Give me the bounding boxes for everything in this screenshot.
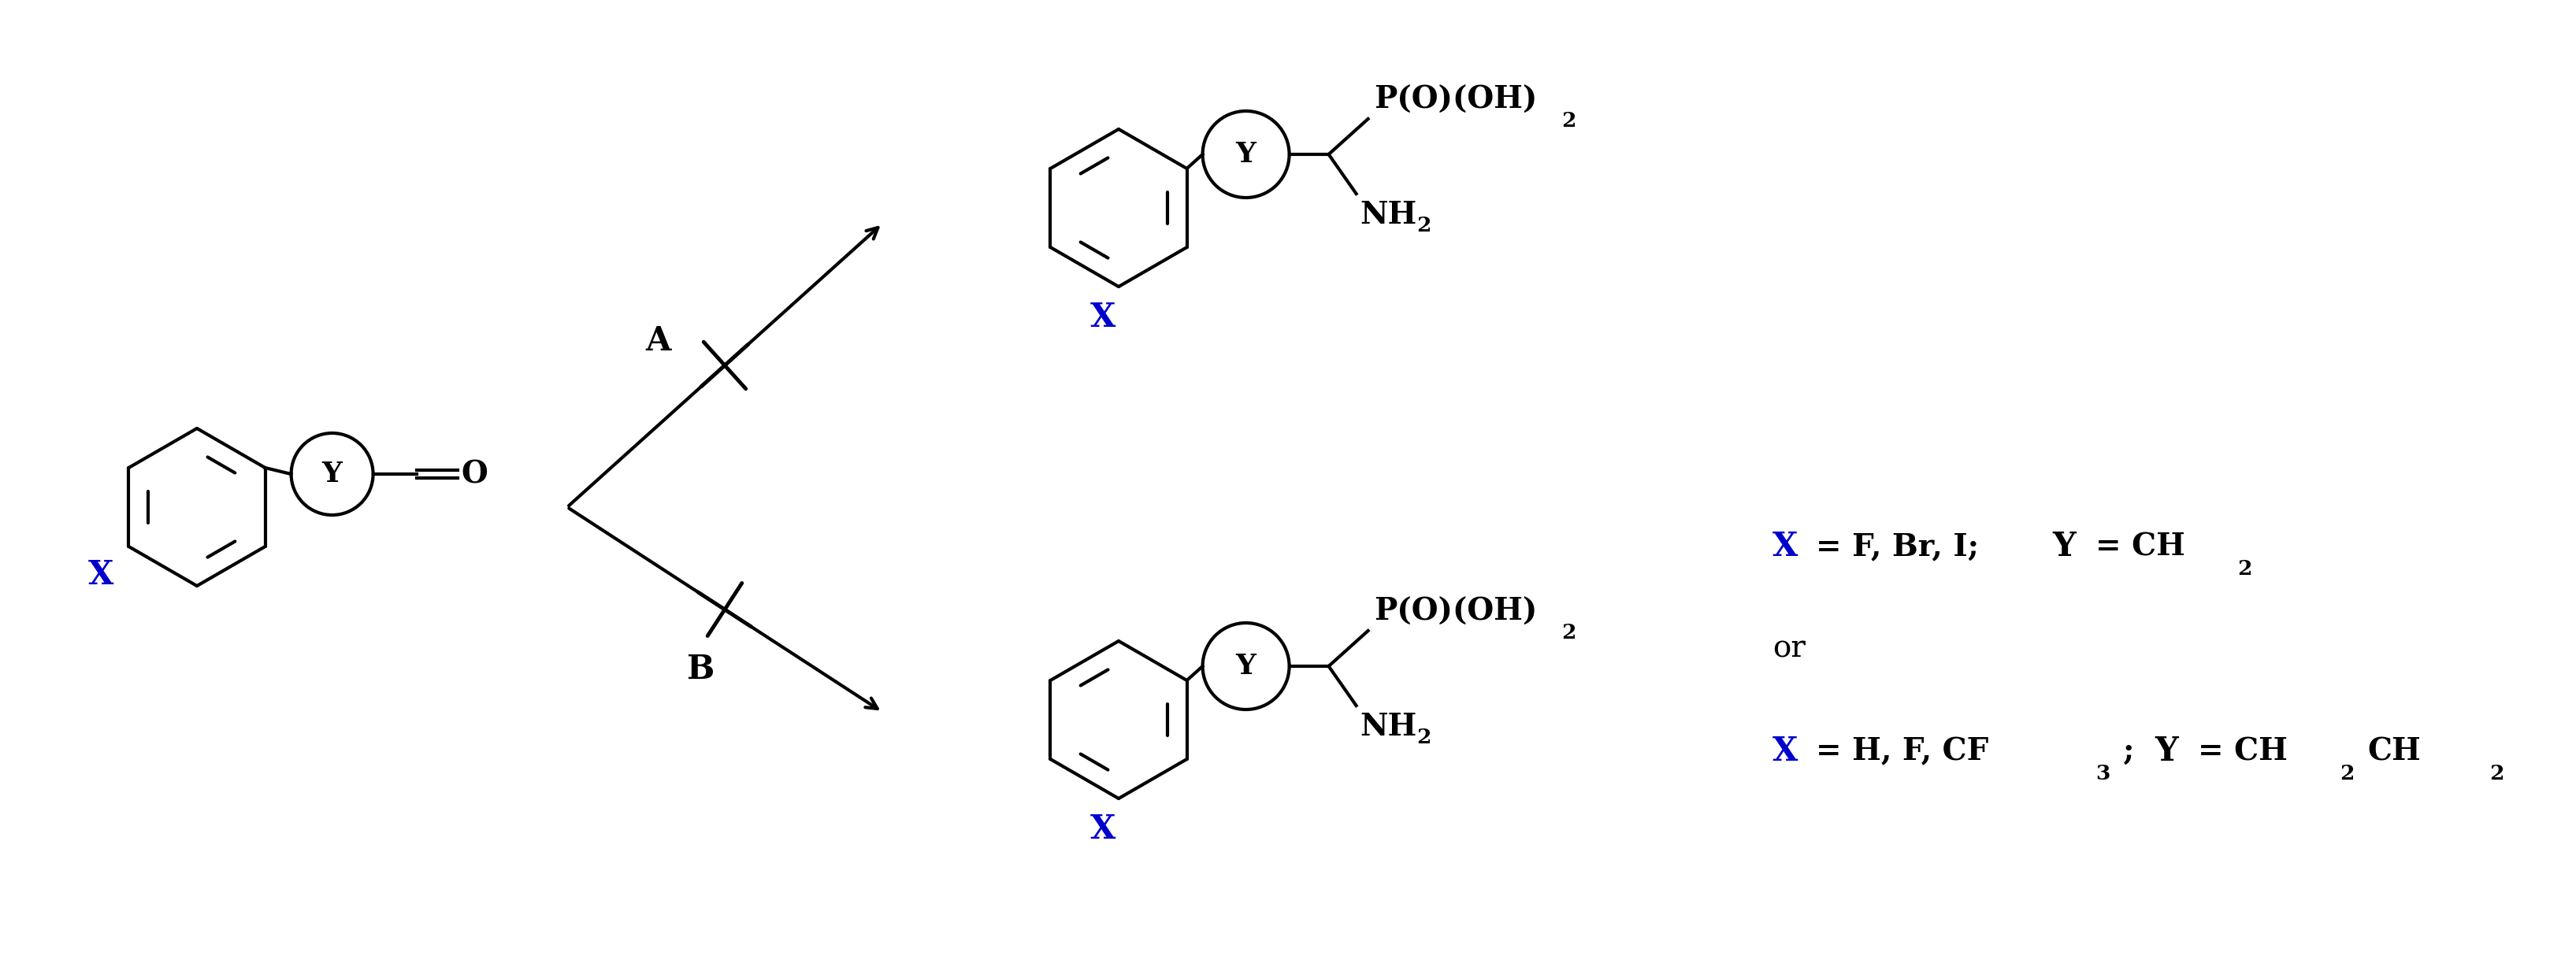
Text: X: X <box>1090 813 1115 846</box>
Text: B: B <box>688 653 716 685</box>
Text: X: X <box>88 558 113 592</box>
Text: = F, Br, I;: = F, Br, I; <box>1816 532 1989 561</box>
Text: NH: NH <box>1360 200 1417 230</box>
Text: = CH: = CH <box>2197 736 2287 766</box>
Text: 3: 3 <box>2094 764 2110 783</box>
Text: NH: NH <box>1360 712 1417 742</box>
Text: 2: 2 <box>1417 216 1432 235</box>
Text: 2: 2 <box>1561 623 1577 642</box>
Text: Y: Y <box>1236 141 1257 167</box>
Text: 2: 2 <box>1561 111 1577 131</box>
Text: = H, F, CF: = H, F, CF <box>1816 736 1989 766</box>
Text: P(O)(OH): P(O)(OH) <box>1376 597 1538 627</box>
Text: Y: Y <box>2154 735 2177 768</box>
Text: Y: Y <box>322 461 343 488</box>
Text: CH: CH <box>2367 736 2421 766</box>
Text: P(O)(OH): P(O)(OH) <box>1376 85 1538 115</box>
Text: 2: 2 <box>1417 728 1432 748</box>
Text: 2: 2 <box>2239 558 2251 578</box>
Text: A: A <box>644 324 670 358</box>
Text: 2: 2 <box>2488 764 2504 783</box>
Text: Y: Y <box>1236 653 1257 680</box>
Text: Y: Y <box>2053 530 2076 563</box>
Text: X: X <box>1090 301 1115 334</box>
Text: O: O <box>461 459 487 489</box>
Text: X: X <box>1772 735 1798 768</box>
Text: or: or <box>1772 635 1806 663</box>
Text: ;: ; <box>2123 736 2146 766</box>
Text: X: X <box>1772 530 1798 563</box>
Text: 2: 2 <box>2339 764 2354 783</box>
Text: = CH: = CH <box>2094 532 2184 561</box>
